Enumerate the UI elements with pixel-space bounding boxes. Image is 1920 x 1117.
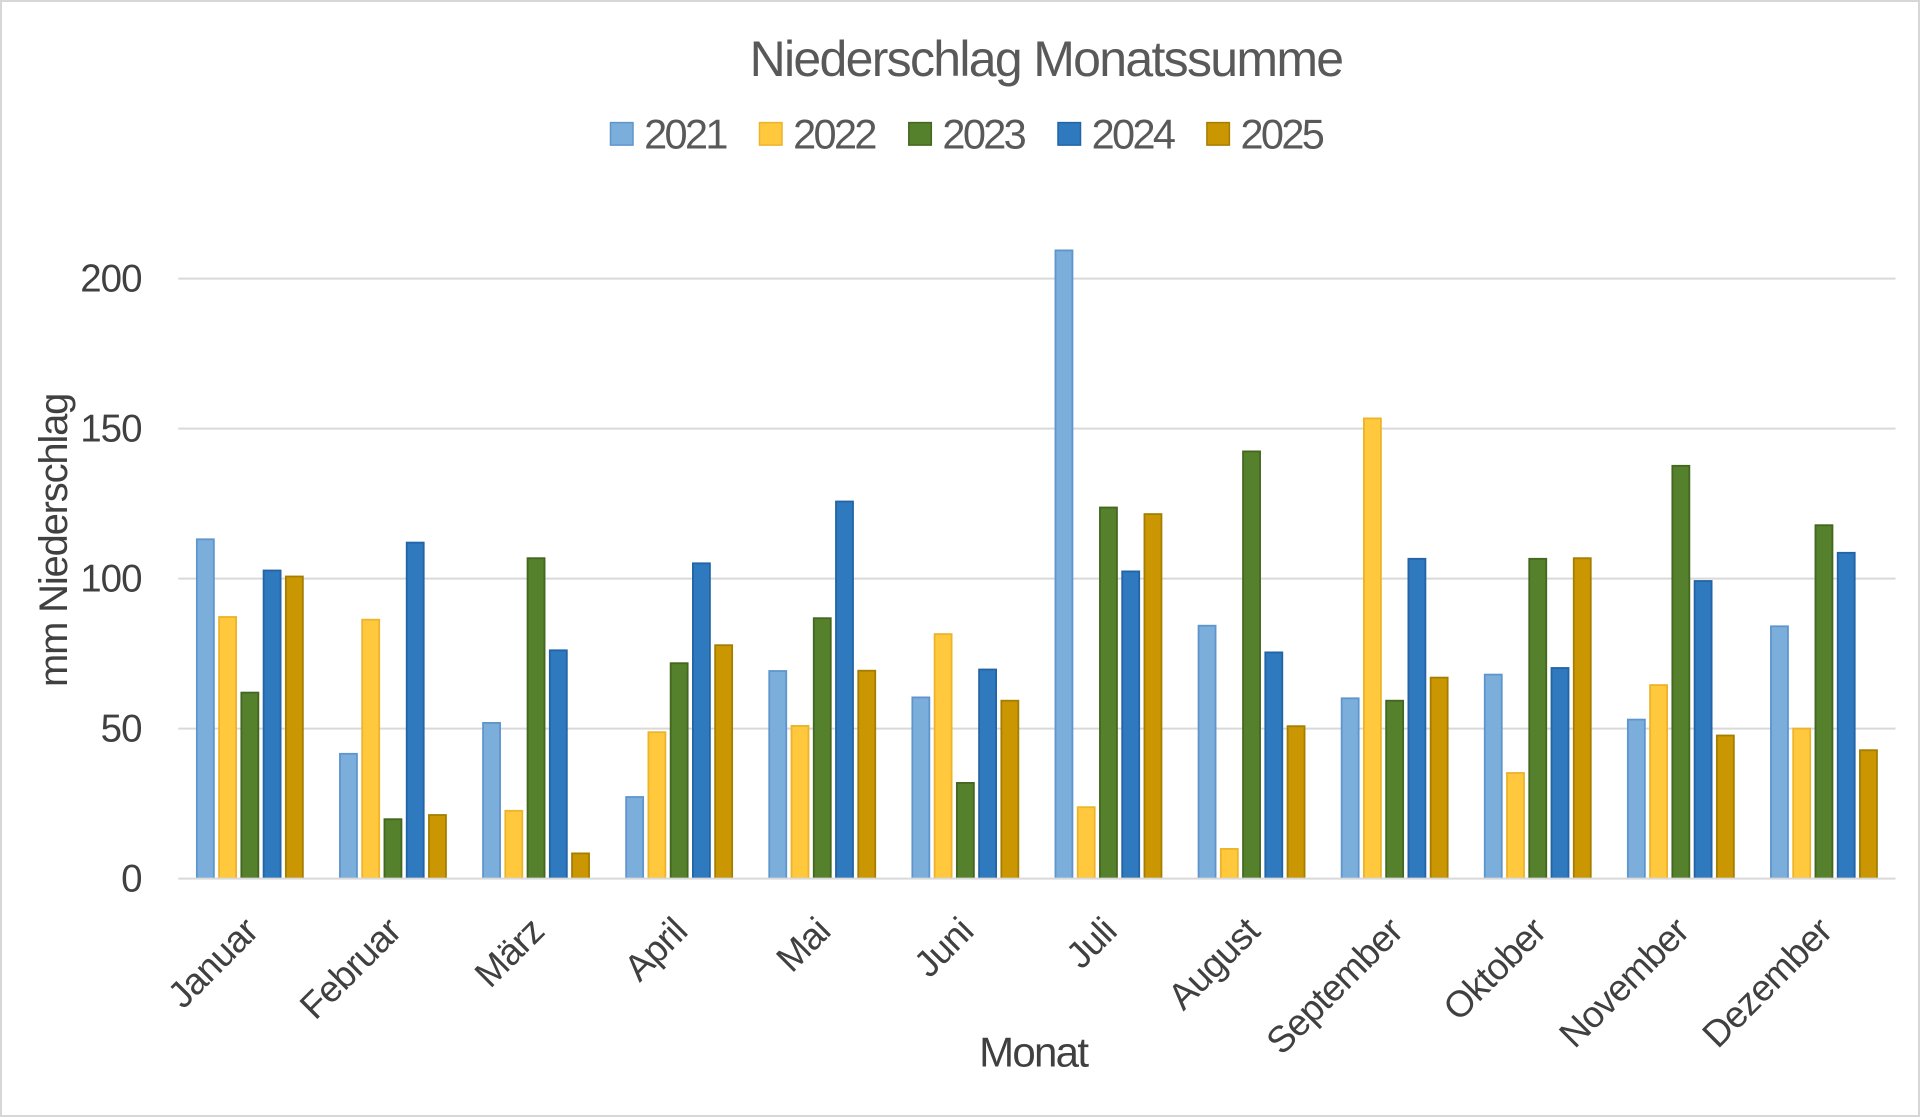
svg-text:100: 100 [80, 558, 141, 601]
svg-text:mm Niederschlag: mm Niederschlag [32, 394, 76, 687]
svg-text:2024: 2024 [1092, 111, 1175, 158]
svg-text:2022: 2022 [793, 111, 875, 158]
svg-text:Monat: Monat [979, 1029, 1089, 1076]
svg-text:50: 50 [101, 708, 142, 751]
svg-text:Niederschlag Monatssumme: Niederschlag Monatssumme [750, 31, 1343, 87]
svg-text:150: 150 [80, 408, 141, 451]
svg-text:200: 200 [80, 258, 141, 301]
svg-text:2025: 2025 [1241, 111, 1324, 158]
svg-text:2021: 2021 [644, 111, 727, 158]
svg-text:2023: 2023 [942, 111, 1025, 158]
svg-text:0: 0 [121, 858, 141, 901]
